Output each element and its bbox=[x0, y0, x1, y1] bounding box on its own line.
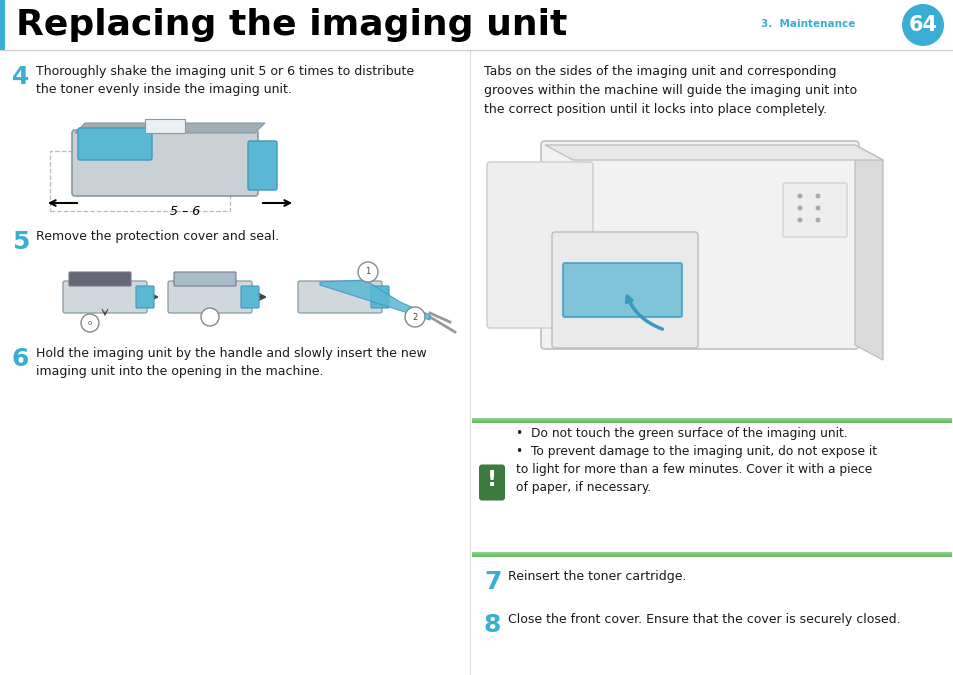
Bar bbox=[472, 556, 951, 557]
Circle shape bbox=[81, 314, 99, 332]
Bar bbox=[0, 52, 953, 53]
Circle shape bbox=[797, 194, 801, 198]
Text: Thoroughly shake the imaging unit 5 or 6 times to distribute
the toner evenly in: Thoroughly shake the imaging unit 5 or 6… bbox=[36, 65, 414, 97]
Bar bbox=[472, 419, 951, 420]
Bar bbox=[145, 119, 185, 133]
Bar bbox=[472, 422, 951, 423]
Polygon shape bbox=[854, 145, 882, 360]
FancyBboxPatch shape bbox=[63, 281, 147, 313]
Bar bbox=[472, 423, 951, 552]
Bar bbox=[472, 555, 951, 556]
Circle shape bbox=[901, 4, 943, 46]
Text: Close the front cover. Ensure that the cover is securely closed.: Close the front cover. Ensure that the c… bbox=[507, 613, 900, 626]
Polygon shape bbox=[319, 280, 430, 320]
FancyBboxPatch shape bbox=[136, 286, 153, 308]
Bar bbox=[0, 0, 953, 50]
Bar bbox=[472, 553, 951, 554]
Text: o: o bbox=[88, 320, 92, 326]
FancyBboxPatch shape bbox=[241, 286, 258, 308]
Text: 2: 2 bbox=[412, 313, 417, 321]
Circle shape bbox=[815, 205, 820, 211]
Text: 64: 64 bbox=[907, 15, 937, 35]
Bar bbox=[472, 418, 951, 419]
Text: 3.  Maintenance: 3. Maintenance bbox=[760, 19, 854, 29]
FancyBboxPatch shape bbox=[540, 141, 858, 349]
FancyBboxPatch shape bbox=[69, 272, 131, 286]
Polygon shape bbox=[544, 145, 882, 160]
FancyBboxPatch shape bbox=[486, 162, 593, 328]
Text: Remove the protection cover and seal.: Remove the protection cover and seal. bbox=[36, 230, 279, 243]
Text: 1: 1 bbox=[365, 267, 370, 277]
FancyBboxPatch shape bbox=[552, 232, 698, 348]
FancyBboxPatch shape bbox=[248, 141, 276, 190]
Bar bbox=[0, 0, 5, 50]
Circle shape bbox=[201, 308, 219, 326]
Bar bbox=[472, 421, 951, 422]
Text: Tabs on the sides of the imaging unit and corresponding
grooves within the machi: Tabs on the sides of the imaging unit an… bbox=[483, 65, 856, 116]
Circle shape bbox=[797, 205, 801, 211]
Circle shape bbox=[405, 307, 424, 327]
Bar bbox=[472, 420, 951, 421]
Text: 8: 8 bbox=[483, 613, 501, 637]
Text: 5 – 6: 5 – 6 bbox=[170, 205, 200, 218]
Text: Reinsert the toner cartridge.: Reinsert the toner cartridge. bbox=[507, 570, 686, 583]
Text: 4: 4 bbox=[12, 65, 30, 89]
FancyBboxPatch shape bbox=[71, 130, 257, 196]
Text: Replacing the imaging unit: Replacing the imaging unit bbox=[16, 8, 567, 42]
Text: 5: 5 bbox=[12, 230, 30, 254]
FancyBboxPatch shape bbox=[78, 128, 152, 160]
Text: Hold the imaging unit by the handle and slowly insert the new
imaging unit into : Hold the imaging unit by the handle and … bbox=[36, 347, 426, 379]
Circle shape bbox=[815, 217, 820, 223]
Circle shape bbox=[357, 262, 377, 282]
FancyBboxPatch shape bbox=[297, 281, 381, 313]
Bar bbox=[0, 50, 953, 51]
Circle shape bbox=[797, 217, 801, 223]
Bar bbox=[0, 51, 953, 52]
Polygon shape bbox=[75, 123, 265, 133]
FancyBboxPatch shape bbox=[168, 281, 252, 313]
Bar bbox=[472, 554, 951, 555]
Text: •  Do not touch the green surface of the imaging unit.: • Do not touch the green surface of the … bbox=[516, 427, 847, 440]
FancyBboxPatch shape bbox=[371, 286, 389, 308]
Text: •  To prevent damage to the imaging unit, do not expose it
to light for more tha: • To prevent damage to the imaging unit,… bbox=[516, 445, 876, 494]
FancyBboxPatch shape bbox=[478, 464, 504, 500]
Circle shape bbox=[815, 194, 820, 198]
Text: !: ! bbox=[486, 470, 497, 491]
Text: 7: 7 bbox=[483, 570, 501, 594]
FancyBboxPatch shape bbox=[782, 183, 846, 237]
FancyBboxPatch shape bbox=[173, 272, 235, 286]
Text: 6: 6 bbox=[12, 347, 30, 371]
FancyBboxPatch shape bbox=[562, 263, 681, 317]
Bar bbox=[472, 552, 951, 553]
